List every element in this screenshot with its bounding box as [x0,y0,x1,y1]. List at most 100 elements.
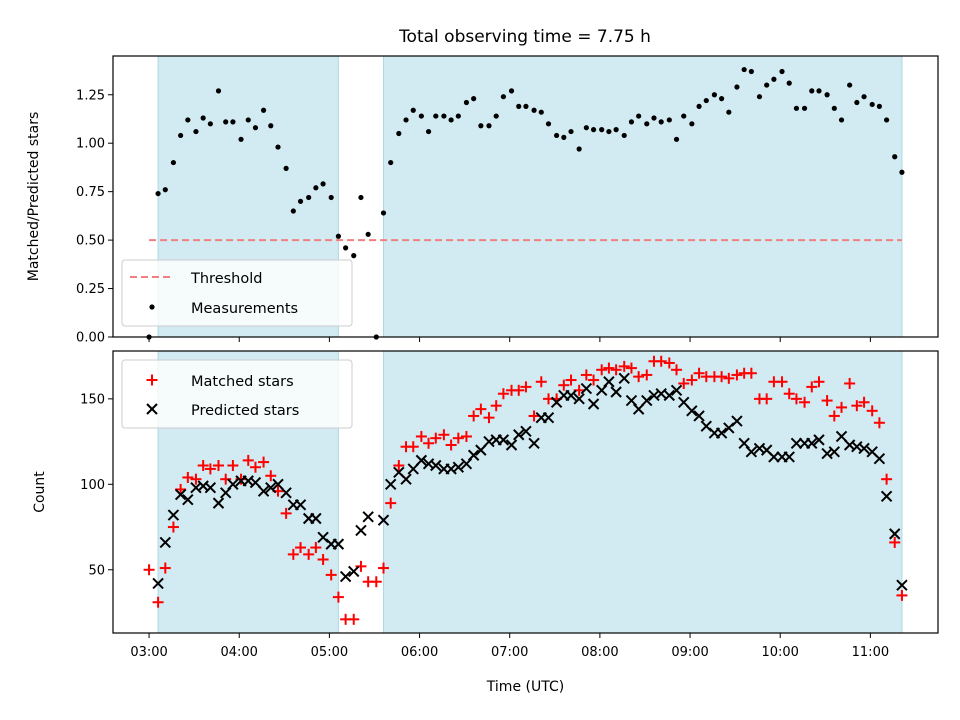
marker-d2 [152,577,164,590]
measurement-point [838,117,845,123]
matched-star-point [799,396,811,408]
bottom-legend-box [121,359,353,429]
predicted-star-point [828,446,841,458]
marker-d2 [227,478,239,491]
predicted-star-point [790,437,803,449]
predicted-star-point [339,570,352,583]
measurement-point [689,121,695,127]
marker-d2 [393,466,405,479]
measurement-point [313,185,319,191]
legend-predicted-label: Predicted stars [191,403,299,419]
predicted-star-point [889,528,901,540]
shaded-span [382,55,903,338]
measurement-point [508,88,515,94]
measurement-point [170,159,177,166]
matched-star-point [678,377,690,389]
matched-star-point [317,554,329,566]
marker-d2 [783,451,795,463]
marker-d2 [580,382,593,395]
matched-star-point [407,441,419,453]
x-tick-label: 09:00 [671,645,708,660]
marker-d2 [167,509,180,521]
measurement-point [493,113,499,119]
top-y-ticks: 0.00 0.25 0.50 0.75 1.00 1.25 [76,88,113,346]
y-tick-label: 0.25 [76,282,105,297]
legend-x-marker [146,403,158,415]
measurement-point [463,99,470,106]
legend-predicted-sample [146,403,158,415]
measurement-points [146,66,905,340]
measurement-point [748,68,754,75]
matched-star-point [783,388,795,400]
measurement-point [448,117,454,123]
marker-d2 [625,394,638,407]
matched-star-point [143,564,155,576]
matched-star-point [249,461,261,473]
bottom-y-ticks: 50 100 150 [80,392,113,578]
predicted-star-point [348,565,360,578]
matched-star-point [497,388,509,400]
y-tick-label: 100 [80,478,105,493]
matched-star-point [258,456,270,468]
top-axes-frame [112,55,939,338]
predicted-star-point [182,493,194,506]
measurement-point [824,92,830,98]
measurement-point [328,194,334,201]
measurement-point [410,107,416,113]
matched-star-point [175,483,187,495]
marker-d2 [542,411,555,424]
matched-star-point [693,367,705,379]
predicted-star-point [663,389,676,402]
measurement-point [545,121,552,127]
measurement-point [628,119,635,125]
marker-d2 [873,452,886,465]
measurement-point [238,136,244,142]
matched-star-point [460,430,472,442]
measurement-point [786,80,792,86]
marker-d2 [738,437,750,449]
predicted-star-point [505,439,518,451]
marker-d2 [362,511,374,523]
predicted-star-point [670,384,683,397]
matched-star-point [377,562,389,574]
matched-star-point [528,410,540,422]
measurement-point [576,146,582,152]
matched-star-point [588,374,600,386]
legend-matched-sample [146,374,158,386]
x-tick-label: 11:00 [852,645,889,660]
matched-star-point [873,417,885,429]
matched-star-point [452,432,464,444]
matched-star-point [520,381,532,393]
marker-d2 [835,430,848,443]
matched-star-point [821,395,833,407]
bottom-legend: Matched stars Predicted stars [121,359,353,429]
measurement-point [847,82,853,88]
marker-d2 [249,476,262,489]
marker-d2 [339,570,352,583]
y-tick-label: 0.00 [76,331,105,346]
legend-threshold-label: Threshold [190,271,262,287]
marker-d2 [146,403,158,415]
measurement-point [719,96,725,102]
predicted-star-point [204,482,217,494]
measurement-point [380,210,387,216]
predicted-star-point [257,485,270,497]
marker-d2 [700,420,712,432]
measurement-point [396,130,402,137]
measurement-point [666,117,672,123]
marker-d2 [159,536,172,549]
measurement-point [756,94,763,100]
marker-d2 [377,514,390,526]
marker-d2 [731,415,743,427]
matched-star-point [625,362,637,374]
measurement-point [215,88,222,94]
measurement-point [869,101,875,108]
matched-star-point [663,357,675,369]
predicted-star-point [896,579,908,591]
measurement-point [681,113,687,119]
marker-d2 [280,487,292,499]
marker-d2 [573,393,585,405]
measurement-point [193,128,199,135]
predicted-star-point [610,386,622,398]
matched-star-point [641,369,653,381]
